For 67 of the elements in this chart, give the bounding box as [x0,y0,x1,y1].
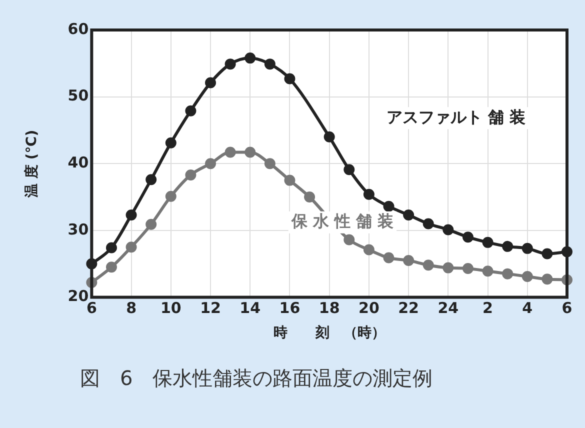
point [522,270,533,282]
y-tick-label: 30 [68,220,89,238]
point [542,248,553,260]
point [185,105,196,116]
point [403,210,414,221]
point [224,146,236,158]
point [126,242,137,253]
point [542,274,553,285]
point [106,242,117,254]
point [482,266,494,277]
text: 図 6 保水性舗装の路面温度の測定例 [80,365,433,392]
x-tick-label: 12 [200,299,221,318]
point [264,58,276,70]
x-tick-label: 22 [398,299,419,318]
point [284,73,296,84]
point [146,174,157,186]
y-tick-label: 40 [68,153,89,172]
point [502,240,514,252]
point [403,254,414,266]
point [264,158,276,170]
point [422,218,434,230]
point [146,218,157,230]
series-label: 保 水 性 舗 装 [290,212,394,231]
point [502,268,514,280]
x-tick-label: 6 [562,299,572,318]
point [324,131,335,142]
point [344,234,355,246]
x-tick-label: 16 [279,299,300,318]
y-axis-title: 温 度 (℃) [23,130,40,198]
point [363,244,374,256]
point [224,58,236,70]
x-tick-label: 24 [438,299,459,318]
x-tick-label: 10 [160,299,182,318]
point [205,158,216,170]
point [442,262,454,274]
point [522,242,533,254]
point [363,188,374,200]
y-tick-label: 20 [68,287,89,306]
point [462,232,474,243]
point [185,169,196,180]
x-tick-label: 14 [240,299,261,318]
x-tick-label: 4 [522,299,533,318]
point [344,164,355,176]
point [422,260,434,271]
point [106,262,117,273]
x-tick-label: 20 [358,299,380,318]
point [442,224,454,236]
x-tick-label: 6 [86,299,97,318]
point [126,210,137,221]
point [284,174,296,186]
point [383,200,394,212]
point [205,77,216,88]
point [165,190,176,202]
x-tick-label: 8 [126,299,137,318]
point [304,192,316,202]
x-axis-title: 時 刻 （時） [273,324,386,342]
x-tick-label: 2 [482,299,493,318]
point [165,137,176,148]
point [244,146,256,158]
point [462,262,474,274]
point [244,52,256,64]
y-tick-label: 60 [68,20,89,38]
point [383,252,394,264]
text: アスファルト 舗 装 [386,107,526,126]
x-tick-label: 18 [318,299,340,318]
point [482,236,494,248]
y-tick-label: 50 [68,86,89,105]
